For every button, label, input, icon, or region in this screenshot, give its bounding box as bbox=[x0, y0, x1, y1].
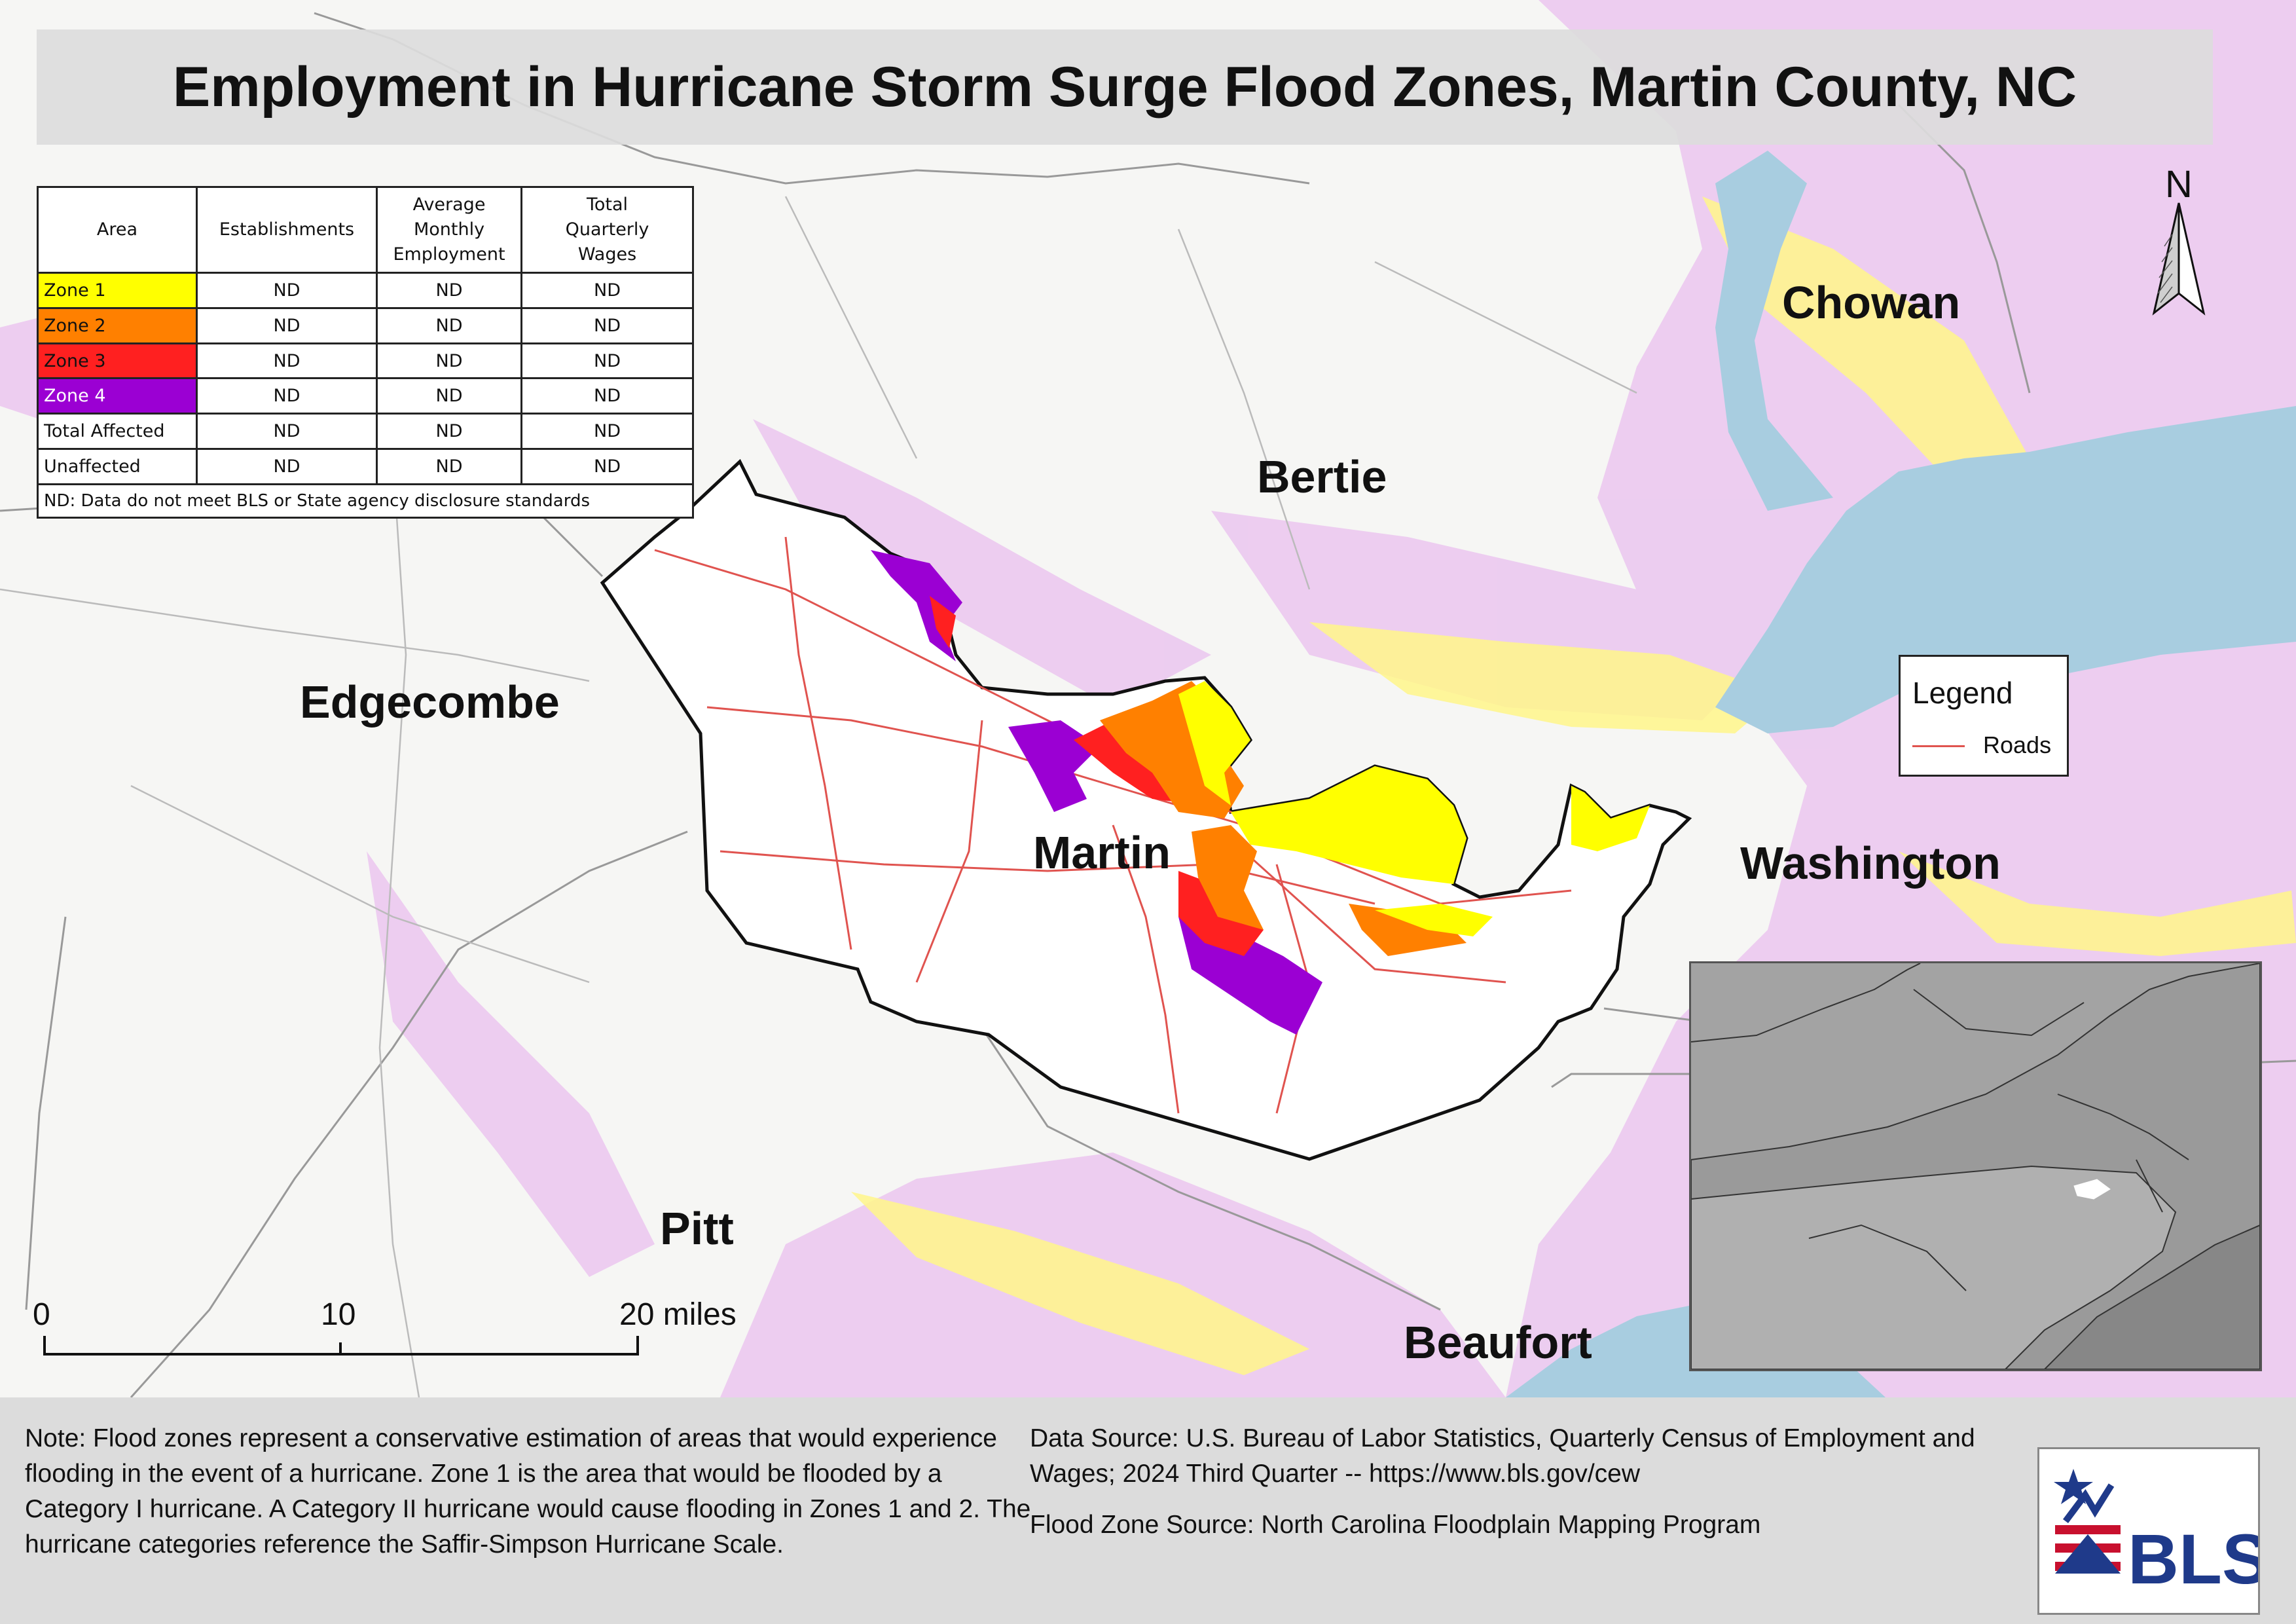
surrounding-roads bbox=[0, 196, 1637, 1398]
legend-title: Legend bbox=[1912, 676, 2013, 710]
county-label-edgecombe: Edgecombe bbox=[300, 676, 560, 728]
wages-cell: ND bbox=[520, 377, 694, 415]
establishments-cell: ND bbox=[196, 448, 378, 485]
header-wages-line: Total bbox=[586, 194, 629, 215]
scale-bar: 0 10 20 miles bbox=[26, 1290, 759, 1375]
table-row: Zone 4 ND ND ND bbox=[37, 377, 694, 415]
establishments-cell: ND bbox=[196, 377, 378, 415]
employment-table: Area Establishments Average Monthly Empl… bbox=[37, 186, 694, 519]
establishments-cell: ND bbox=[196, 413, 378, 451]
header-establishments: Establishments bbox=[196, 186, 378, 274]
inset-locator-map bbox=[1689, 961, 2262, 1371]
flood-zone-note: Note: Flood zones represent a conservati… bbox=[25, 1424, 1031, 1559]
table-header-row: Area Establishments Average Monthly Empl… bbox=[37, 186, 694, 274]
scale-label-0: 0 bbox=[33, 1297, 50, 1332]
employment-cell: ND bbox=[376, 342, 522, 380]
wages-cell: ND bbox=[520, 448, 694, 485]
header-avg-line: Employment bbox=[393, 244, 505, 265]
scale-bar-line bbox=[43, 1336, 639, 1356]
title-bar: Employment in Hurricane Storm Surge Floo… bbox=[37, 29, 2213, 145]
surrounding-zone1-areas bbox=[851, 196, 2296, 1375]
header-total-wages: Total Quarterly Wages bbox=[520, 186, 694, 274]
bls-logo: BLS bbox=[2037, 1447, 2269, 1615]
employment-cell: ND bbox=[376, 272, 522, 309]
county-label-beaufort: Beaufort bbox=[1404, 1317, 1592, 1368]
area-cell: Zone 4 bbox=[37, 377, 198, 415]
county-label-martin: Martin bbox=[1033, 827, 1171, 878]
legend: Legend Roads bbox=[1899, 655, 2069, 777]
area-cell: Zone 3 bbox=[37, 342, 198, 380]
bls-logo-graphic: BLS bbox=[2054, 1469, 2269, 1598]
county-label-bertie: Bertie bbox=[1257, 451, 1387, 502]
header-avg-employment: Average Monthly Employment bbox=[376, 186, 522, 274]
zone2-area bbox=[1192, 825, 1264, 930]
scale-label-10: 10 bbox=[321, 1297, 356, 1332]
employment-cell: ND bbox=[376, 448, 522, 485]
county-label-pitt: Pitt bbox=[660, 1203, 734, 1254]
county-label-washington: Washington bbox=[1740, 838, 2001, 889]
area-cell: Zone 1 bbox=[37, 272, 198, 309]
roads-swatch bbox=[1912, 745, 1965, 747]
flood-zones bbox=[871, 550, 1650, 1035]
establishments-cell: ND bbox=[196, 306, 378, 344]
inset-map-svg bbox=[1691, 963, 2260, 1369]
employment-cell: ND bbox=[376, 413, 522, 451]
zone1-area bbox=[1375, 904, 1493, 936]
data-source: Data Source: U.S. Bureau of Labor Statis… bbox=[1030, 1424, 1975, 1488]
table-row: Zone 2 ND ND ND bbox=[37, 306, 694, 344]
wages-cell: ND bbox=[520, 272, 694, 309]
table-row: Zone 3 ND ND ND bbox=[37, 342, 694, 380]
header-avg-line: Monthly bbox=[413, 219, 485, 240]
martin-county-locator bbox=[2073, 1179, 2111, 1200]
header-area: Area bbox=[37, 186, 198, 274]
county-label-chowan: Chowan bbox=[1782, 277, 1961, 328]
header-wages-line: Quarterly bbox=[565, 219, 649, 240]
wages-cell: ND bbox=[520, 413, 694, 451]
establishments-cell: ND bbox=[196, 342, 378, 380]
zone1-area bbox=[1571, 786, 1650, 851]
north-arrow-icon bbox=[2152, 202, 2206, 316]
zone3-area bbox=[930, 596, 956, 648]
scale-label-20: 20 miles bbox=[619, 1297, 737, 1332]
zone4-area bbox=[1008, 720, 1100, 812]
header-wages-line: Wages bbox=[577, 244, 637, 265]
area-cell: Zone 2 bbox=[37, 306, 198, 344]
establishments-cell: ND bbox=[196, 272, 378, 309]
table-footnote-row: ND: Data do not meet BLS or State agency… bbox=[37, 483, 694, 519]
martin-roads bbox=[654, 536, 1572, 1114]
north-arrow: N bbox=[2146, 162, 2212, 320]
employment-cell: ND bbox=[376, 377, 522, 415]
footer-panel bbox=[0, 1397, 2296, 1624]
table-row: Unaffected ND ND ND bbox=[37, 448, 694, 485]
map-title: Employment in Hurricane Storm Surge Floo… bbox=[172, 55, 2077, 119]
zone1-area bbox=[1178, 681, 1250, 805]
flood-zone-source: Flood Zone Source: North Carolina Floodp… bbox=[1030, 1511, 1761, 1539]
wages-cell: ND bbox=[520, 306, 694, 344]
bls-logo-text: BLS bbox=[2128, 1519, 2258, 1598]
area-cell: Unaffected bbox=[37, 448, 198, 485]
employment-cell: ND bbox=[376, 306, 522, 344]
table-row: Total Affected ND ND ND bbox=[37, 413, 694, 451]
legend-roads-label: Roads bbox=[1983, 731, 2052, 758]
area-cell: Total Affected bbox=[37, 413, 198, 451]
table-row: Zone 1 ND ND ND bbox=[37, 272, 694, 309]
north-label: N bbox=[2165, 163, 2193, 206]
table-footnote: ND: Data do not meet BLS or State agency… bbox=[37, 483, 694, 519]
header-avg-line: Average bbox=[412, 194, 486, 215]
wages-cell: ND bbox=[520, 342, 694, 380]
zone1-area bbox=[1231, 766, 1467, 884]
